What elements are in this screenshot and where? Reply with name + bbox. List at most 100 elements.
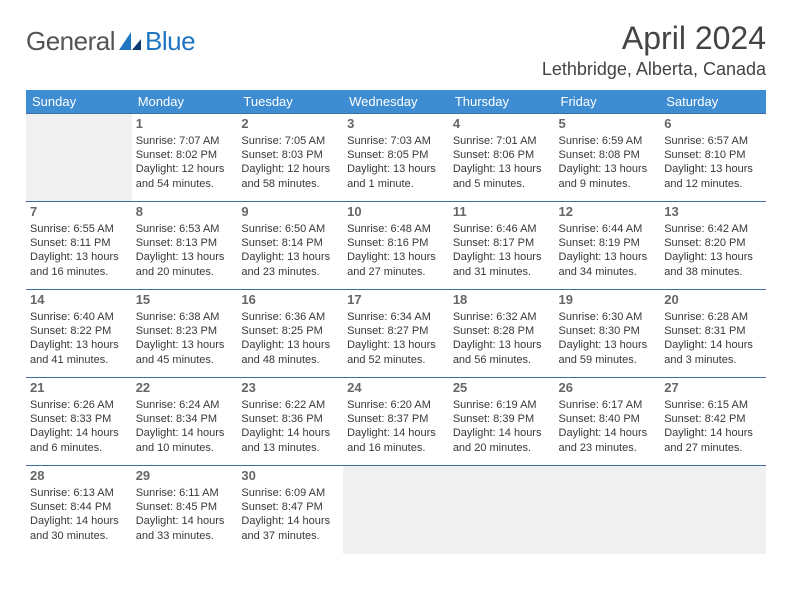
cell-line-ss: Sunset: 8:05 PM: [347, 148, 445, 162]
day-number: 14: [30, 292, 128, 309]
calendar-cell: 28Sunrise: 6:13 AMSunset: 8:44 PMDayligh…: [26, 466, 132, 554]
calendar-cell: 5Sunrise: 6:59 AMSunset: 8:08 PMDaylight…: [555, 114, 661, 202]
cell-line-dl2: and 16 minutes.: [30, 265, 128, 279]
day-number: 11: [453, 204, 551, 221]
cell-line-sr: Sunrise: 6:55 AM: [30, 222, 128, 236]
cell-line-sr: Sunrise: 6:26 AM: [30, 398, 128, 412]
cell-line-sr: Sunrise: 6:17 AM: [559, 398, 657, 412]
cell-line-ss: Sunset: 8:17 PM: [453, 236, 551, 250]
cell-line-dl1: Daylight: 13 hours: [664, 162, 762, 176]
cell-line-dl1: Daylight: 14 hours: [559, 426, 657, 440]
cell-line-ss: Sunset: 8:37 PM: [347, 412, 445, 426]
cell-line-sr: Sunrise: 6:24 AM: [136, 398, 234, 412]
cell-line-dl1: Daylight: 13 hours: [559, 338, 657, 352]
calendar-cell: 15Sunrise: 6:38 AMSunset: 8:23 PMDayligh…: [132, 290, 238, 378]
cell-line-dl2: and 6 minutes.: [30, 441, 128, 455]
cell-line-sr: Sunrise: 7:07 AM: [136, 134, 234, 148]
calendar-week-row: 28Sunrise: 6:13 AMSunset: 8:44 PMDayligh…: [26, 466, 766, 554]
day-number: 17: [347, 292, 445, 309]
cell-line-dl1: Daylight: 14 hours: [241, 426, 339, 440]
calendar-cell: 4Sunrise: 7:01 AMSunset: 8:06 PMDaylight…: [449, 114, 555, 202]
cell-line-sr: Sunrise: 7:01 AM: [453, 134, 551, 148]
cell-line-dl2: and 27 minutes.: [664, 441, 762, 455]
cell-line-dl1: Daylight: 13 hours: [664, 250, 762, 264]
cell-line-ss: Sunset: 8:13 PM: [136, 236, 234, 250]
day-number: 20: [664, 292, 762, 309]
day-number: 12: [559, 204, 657, 221]
cell-line-dl1: Daylight: 13 hours: [453, 250, 551, 264]
cell-line-dl2: and 48 minutes.: [241, 353, 339, 367]
day-number: 30: [241, 468, 339, 485]
cell-line-sr: Sunrise: 6:46 AM: [453, 222, 551, 236]
cell-line-sr: Sunrise: 6:13 AM: [30, 486, 128, 500]
day-number: 24: [347, 380, 445, 397]
cell-line-dl2: and 58 minutes.: [241, 177, 339, 191]
cell-line-sr: Sunrise: 6:48 AM: [347, 222, 445, 236]
calendar-cell: 29Sunrise: 6:11 AMSunset: 8:45 PMDayligh…: [132, 466, 238, 554]
calendar-table: SundayMondayTuesdayWednesdayThursdayFrid…: [26, 90, 766, 554]
cell-line-ss: Sunset: 8:06 PM: [453, 148, 551, 162]
cell-line-sr: Sunrise: 6:20 AM: [347, 398, 445, 412]
day-number: 1: [136, 116, 234, 133]
day-header: Friday: [555, 90, 661, 114]
cell-line-ss: Sunset: 8:10 PM: [664, 148, 762, 162]
cell-line-dl2: and 38 minutes.: [664, 265, 762, 279]
cell-line-ss: Sunset: 8:30 PM: [559, 324, 657, 338]
calendar-cell: 6Sunrise: 6:57 AMSunset: 8:10 PMDaylight…: [660, 114, 766, 202]
calendar-cell: 23Sunrise: 6:22 AMSunset: 8:36 PMDayligh…: [237, 378, 343, 466]
calendar-cell: 26Sunrise: 6:17 AMSunset: 8:40 PMDayligh…: [555, 378, 661, 466]
calendar-cell: 1Sunrise: 7:07 AMSunset: 8:02 PMDaylight…: [132, 114, 238, 202]
cell-line-sr: Sunrise: 6:09 AM: [241, 486, 339, 500]
logo-text-general: General: [26, 26, 115, 57]
day-header: Saturday: [660, 90, 766, 114]
calendar-cell: 12Sunrise: 6:44 AMSunset: 8:19 PMDayligh…: [555, 202, 661, 290]
calendar-cell-empty: [660, 466, 766, 554]
day-number: 27: [664, 380, 762, 397]
calendar-cell: 2Sunrise: 7:05 AMSunset: 8:03 PMDaylight…: [237, 114, 343, 202]
cell-line-dl1: Daylight: 13 hours: [136, 250, 234, 264]
cell-line-dl1: Daylight: 13 hours: [241, 338, 339, 352]
cell-line-dl2: and 41 minutes.: [30, 353, 128, 367]
cell-line-dl1: Daylight: 14 hours: [30, 426, 128, 440]
cell-line-ss: Sunset: 8:08 PM: [559, 148, 657, 162]
cell-line-dl2: and 16 minutes.: [347, 441, 445, 455]
cell-line-sr: Sunrise: 6:22 AM: [241, 398, 339, 412]
cell-line-sr: Sunrise: 6:59 AM: [559, 134, 657, 148]
logo: General Blue: [26, 26, 195, 57]
cell-line-dl2: and 9 minutes.: [559, 177, 657, 191]
cell-line-ss: Sunset: 8:11 PM: [30, 236, 128, 250]
cell-line-sr: Sunrise: 6:28 AM: [664, 310, 762, 324]
cell-line-ss: Sunset: 8:03 PM: [241, 148, 339, 162]
cell-line-dl1: Daylight: 13 hours: [559, 250, 657, 264]
calendar-cell: 27Sunrise: 6:15 AMSunset: 8:42 PMDayligh…: [660, 378, 766, 466]
cell-line-dl1: Daylight: 14 hours: [30, 514, 128, 528]
calendar-cell: 17Sunrise: 6:34 AMSunset: 8:27 PMDayligh…: [343, 290, 449, 378]
day-header: Wednesday: [343, 90, 449, 114]
logo-text-blue: Blue: [145, 26, 195, 57]
calendar-cell: 20Sunrise: 6:28 AMSunset: 8:31 PMDayligh…: [660, 290, 766, 378]
day-number: 15: [136, 292, 234, 309]
calendar-cell: 11Sunrise: 6:46 AMSunset: 8:17 PMDayligh…: [449, 202, 555, 290]
cell-line-sr: Sunrise: 6:50 AM: [241, 222, 339, 236]
cell-line-ss: Sunset: 8:40 PM: [559, 412, 657, 426]
cell-line-dl1: Daylight: 13 hours: [136, 338, 234, 352]
calendar-cell: 25Sunrise: 6:19 AMSunset: 8:39 PMDayligh…: [449, 378, 555, 466]
cell-line-dl1: Daylight: 13 hours: [241, 250, 339, 264]
cell-line-dl2: and 3 minutes.: [664, 353, 762, 367]
cell-line-ss: Sunset: 8:44 PM: [30, 500, 128, 514]
day-number: 23: [241, 380, 339, 397]
calendar-cell: 16Sunrise: 6:36 AMSunset: 8:25 PMDayligh…: [237, 290, 343, 378]
cell-line-dl2: and 45 minutes.: [136, 353, 234, 367]
cell-line-dl2: and 30 minutes.: [30, 529, 128, 543]
day-number: 28: [30, 468, 128, 485]
cell-line-dl2: and 20 minutes.: [136, 265, 234, 279]
day-number: 26: [559, 380, 657, 397]
cell-line-dl1: Daylight: 13 hours: [347, 162, 445, 176]
cell-line-dl2: and 52 minutes.: [347, 353, 445, 367]
cell-line-dl2: and 12 minutes.: [664, 177, 762, 191]
day-header: Monday: [132, 90, 238, 114]
calendar-cell: 21Sunrise: 6:26 AMSunset: 8:33 PMDayligh…: [26, 378, 132, 466]
cell-line-dl1: Daylight: 14 hours: [664, 338, 762, 352]
day-number: 29: [136, 468, 234, 485]
day-header-row: SundayMondayTuesdayWednesdayThursdayFrid…: [26, 90, 766, 114]
